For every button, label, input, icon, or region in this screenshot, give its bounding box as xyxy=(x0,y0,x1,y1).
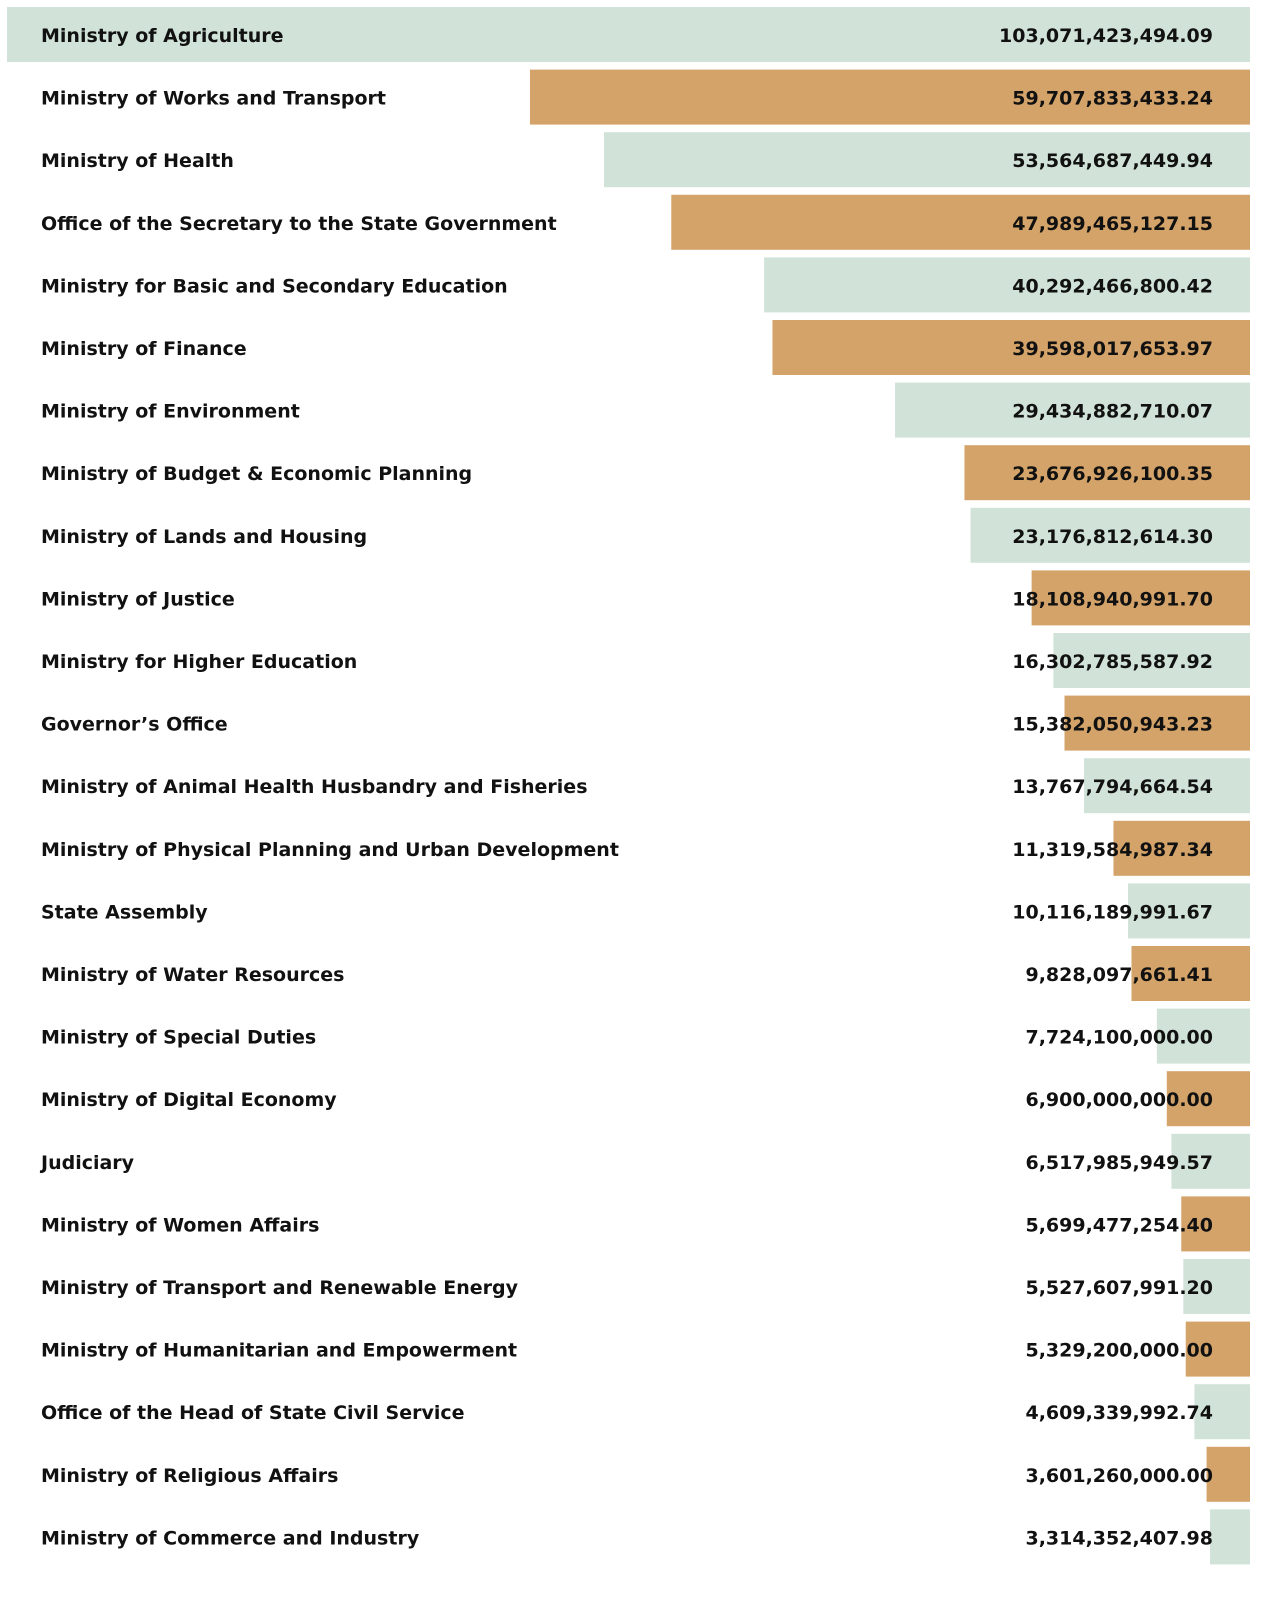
category-label: Ministry of Commerce and Industry xyxy=(41,1527,420,1549)
bar xyxy=(970,507,1250,563)
category-label: Ministry of Agriculture xyxy=(41,25,284,47)
bar xyxy=(1113,820,1250,876)
value-label: 5,329,200,000.00 xyxy=(1025,1340,1213,1362)
bar xyxy=(1156,1008,1250,1064)
value-label: 5,699,477,254.40 xyxy=(1025,1214,1213,1236)
bar xyxy=(1206,1446,1250,1502)
bar xyxy=(7,7,1250,62)
bar xyxy=(1131,946,1250,1001)
value-label: 6,517,985,949.57 xyxy=(1025,1152,1213,1174)
bar xyxy=(964,445,1250,501)
category-label: Ministry of Transport and Renewable Ener… xyxy=(41,1277,519,1299)
value-label: 5,527,607,991.20 xyxy=(1025,1277,1213,1299)
value-label: 59,707,833,433.24 xyxy=(1012,88,1213,110)
bar xyxy=(529,69,1250,125)
value-label: 6,900,000,000.00 xyxy=(1025,1089,1213,1111)
bar xyxy=(671,194,1250,250)
value-label: 29,434,882,710.07 xyxy=(1012,401,1213,423)
category-label: Ministry of Physical Planning and Urban … xyxy=(41,839,619,861)
category-label: Ministry of Digital Economy xyxy=(41,1089,337,1111)
bar xyxy=(1031,570,1250,626)
value-label: 10,116,189,991.67 xyxy=(1012,901,1213,923)
category-label: Ministry of Justice xyxy=(41,588,235,610)
value-label: 3,314,352,407.98 xyxy=(1025,1527,1213,1549)
category-label: Ministry for Higher Education xyxy=(41,651,357,673)
value-label: 53,564,687,449.94 xyxy=(1012,150,1213,172)
category-label: Office of the Head of State Civil Servic… xyxy=(41,1402,465,1424)
category-label: Ministry of Water Resources xyxy=(41,964,344,986)
value-label: 7,724,100,000.00 xyxy=(1025,1027,1213,1049)
bar xyxy=(1181,1196,1250,1252)
value-label: 39,598,017,653.97 xyxy=(1012,338,1213,360)
bar xyxy=(1064,695,1250,751)
category-label: Ministry of Works and Transport xyxy=(41,88,386,110)
category-label: Ministry of Environment xyxy=(41,401,300,423)
category-label: Office of the Secretary to the State Gov… xyxy=(41,213,557,235)
value-label: 16,302,785,587.92 xyxy=(1012,651,1213,673)
category-label: Ministry of Special Duties xyxy=(41,1027,316,1049)
category-label: Governor’s Office xyxy=(41,714,228,736)
category-label: Ministry of Animal Health Husbandry and … xyxy=(41,776,588,798)
bar xyxy=(1210,1509,1250,1565)
category-label: Ministry of Health xyxy=(41,150,234,172)
category-label: Ministry of Religious Affairs xyxy=(41,1465,338,1487)
value-label: 4,609,339,992.74 xyxy=(1025,1402,1213,1424)
category-label: Ministry of Lands and Housing xyxy=(41,526,367,548)
category-label: State Assembly xyxy=(41,901,208,923)
value-label: 47,989,465,127.15 xyxy=(1012,213,1213,235)
value-label: 3,601,260,000.00 xyxy=(1025,1465,1213,1487)
bar xyxy=(1171,1133,1250,1189)
value-label: 103,071,423,494.09 xyxy=(999,25,1213,47)
bar xyxy=(1194,1384,1250,1440)
bar xyxy=(1183,1259,1250,1314)
bar xyxy=(895,382,1250,438)
category-label: Judiciary xyxy=(39,1152,135,1174)
value-label: 11,319,584,987.34 xyxy=(1012,839,1213,861)
value-label: 15,382,050,943.23 xyxy=(1012,714,1213,736)
category-label: Ministry for Basic and Secondary Educati… xyxy=(41,275,508,297)
bar xyxy=(1166,1071,1250,1127)
bar xyxy=(1053,633,1250,688)
category-label: Ministry of Women Affairs xyxy=(41,1214,319,1236)
bar xyxy=(764,257,1250,313)
value-label: 23,676,926,100.35 xyxy=(1012,463,1213,485)
bar xyxy=(772,320,1250,375)
bar xyxy=(1128,883,1250,939)
value-label: 13,767,794,664.54 xyxy=(1012,776,1213,798)
value-label: 9,828,097,661.41 xyxy=(1025,964,1213,986)
value-label: 23,176,812,614.30 xyxy=(1012,526,1213,548)
value-label: 40,292,466,800.42 xyxy=(1012,275,1213,297)
bar xyxy=(604,132,1250,188)
bar xyxy=(1083,758,1250,814)
bar xyxy=(1185,1321,1250,1377)
category-label: Ministry of Finance xyxy=(41,338,247,360)
value-label: 18,108,940,991.70 xyxy=(1012,588,1213,610)
category-label: Ministry of Humanitarian and Empowerment xyxy=(41,1340,517,1362)
category-label: Ministry of Budget & Economic Planning xyxy=(41,463,472,485)
